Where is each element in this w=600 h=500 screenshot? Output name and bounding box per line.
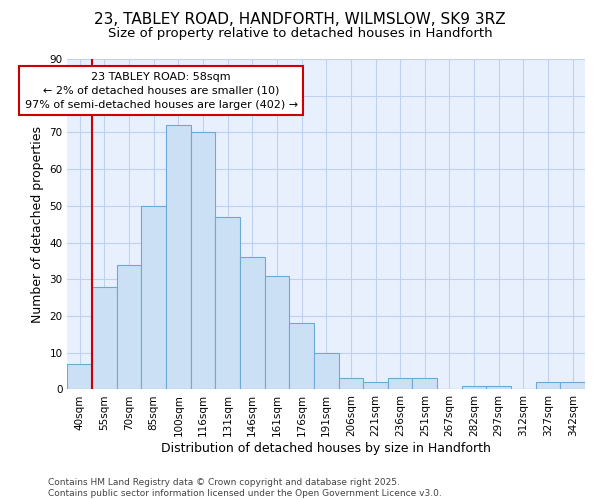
Bar <box>289 324 314 390</box>
Bar <box>265 276 289 390</box>
Y-axis label: Number of detached properties: Number of detached properties <box>31 126 44 322</box>
Bar <box>388 378 412 390</box>
Bar <box>67 364 92 390</box>
Bar <box>142 206 166 390</box>
Bar <box>560 382 585 390</box>
Bar <box>462 386 487 390</box>
Bar <box>92 286 117 390</box>
Bar <box>191 132 215 390</box>
Bar <box>215 217 240 390</box>
Text: 23, TABLEY ROAD, HANDFORTH, WILMSLOW, SK9 3RZ: 23, TABLEY ROAD, HANDFORTH, WILMSLOW, SK… <box>94 12 506 28</box>
Bar <box>117 264 142 390</box>
Bar <box>166 125 191 390</box>
Text: Size of property relative to detached houses in Handforth: Size of property relative to detached ho… <box>107 28 493 40</box>
Bar <box>314 352 338 390</box>
Text: Contains HM Land Registry data © Crown copyright and database right 2025.
Contai: Contains HM Land Registry data © Crown c… <box>48 478 442 498</box>
Text: 23 TABLEY ROAD: 58sqm
← 2% of detached houses are smaller (10)
97% of semi-detac: 23 TABLEY ROAD: 58sqm ← 2% of detached h… <box>25 72 298 110</box>
Bar <box>338 378 363 390</box>
Bar <box>363 382 388 390</box>
Bar <box>412 378 437 390</box>
Bar <box>536 382 560 390</box>
X-axis label: Distribution of detached houses by size in Handforth: Distribution of detached houses by size … <box>161 442 491 455</box>
Bar <box>487 386 511 390</box>
Bar <box>240 258 265 390</box>
